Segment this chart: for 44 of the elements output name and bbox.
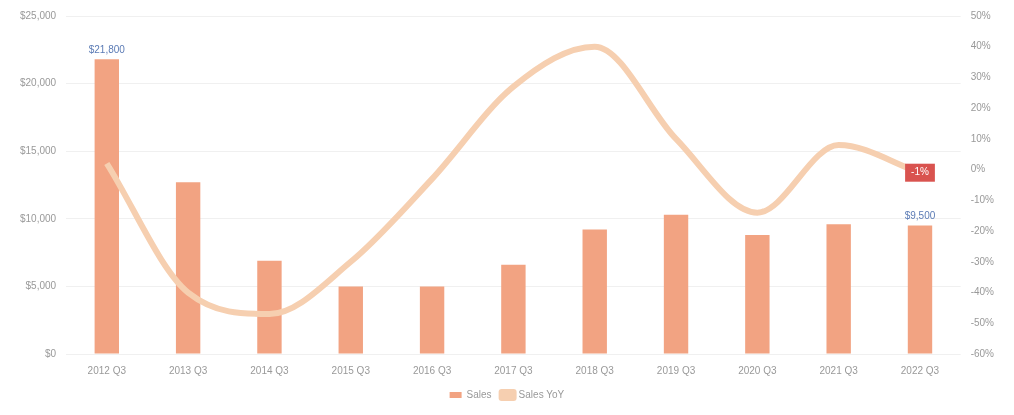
y2-tick-label: 20% [970, 101, 991, 113]
bar [663, 214, 689, 354]
x-tick-label: 2012 Q3 [87, 364, 127, 376]
x-tick-label: 2020 Q3 [738, 364, 777, 376]
y2-tick-label: 40% [970, 40, 991, 52]
bar [338, 286, 363, 354]
y2-tick-label: -60% [970, 347, 995, 359]
bar [907, 225, 933, 354]
x-tick-label: 2022 Q3 [900, 364, 940, 376]
bar [826, 224, 851, 354]
bar [501, 264, 526, 354]
bar [419, 286, 445, 354]
y-tick-label: $25,000 [19, 9, 57, 21]
y2-tick-label: 10% [970, 132, 991, 144]
y-tick-label: $0 [45, 347, 57, 359]
x-tick-label: 2013 Q3 [168, 364, 208, 376]
x-tick-label: 2016 Q3 [412, 364, 452, 376]
x-tick-label: 2015 Q3 [331, 364, 371, 376]
bar [745, 235, 770, 354]
bar [94, 59, 120, 354]
bar [175, 182, 201, 354]
y2-tick-label: -10% [970, 194, 995, 206]
y-tick-label: $10,000 [19, 212, 57, 224]
y2-tick-label: -30% [970, 255, 995, 267]
x-tick-label: 2017 Q3 [494, 364, 534, 376]
data-label: $9,500 [904, 210, 936, 222]
bar [582, 229, 607, 354]
y-tick-label: $15,000 [19, 144, 57, 156]
y2-tick-label: 0% [970, 163, 986, 175]
x-tick-label: 2014 Q3 [250, 364, 290, 376]
legend-label: Sales YoY [518, 388, 565, 400]
bar [257, 260, 282, 354]
y2-tick-label: -50% [970, 317, 995, 329]
y2-tick-label: -20% [970, 224, 995, 236]
x-tick-label: 2019 Q3 [656, 364, 696, 376]
y2-tick-label: 50% [970, 9, 991, 21]
y2-tick-label: -40% [970, 286, 995, 298]
legend-label: Sales [466, 388, 492, 400]
y-tick-label: $5,000 [25, 280, 57, 292]
y-tick-label: $20,000 [19, 77, 57, 89]
data-label: $21,800 [88, 44, 126, 56]
y2-tick-label: 30% [970, 71, 991, 83]
x-tick-label: 2018 Q3 [575, 364, 615, 376]
x-tick-label: 2021 Q3 [819, 364, 859, 376]
